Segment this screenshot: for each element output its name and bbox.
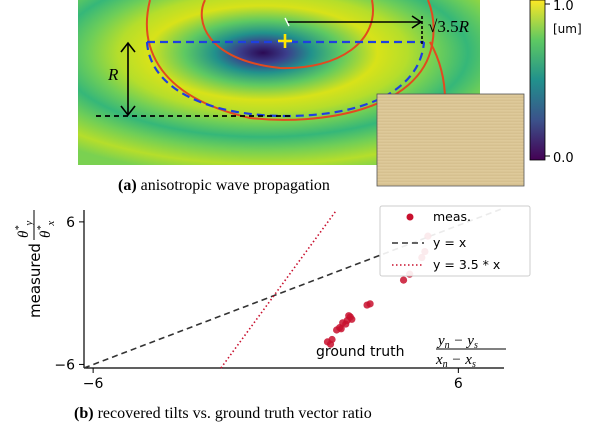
data-point <box>399 276 408 284</box>
caption-b: (b) recovered tilts vs. ground truth vec… <box>74 405 372 422</box>
colorbar <box>529 0 550 161</box>
ylabel-prefix: measured <box>26 243 44 318</box>
x-tick-label: −6 <box>83 376 104 392</box>
svg-text:θ*y: θ*y <box>14 221 35 238</box>
chart-axes <box>83 210 504 369</box>
y-tick-label: 6 <box>66 215 75 231</box>
wood-sample-inset <box>376 93 525 187</box>
source-marker <box>278 17 292 48</box>
radius-arrow <box>287 15 423 44</box>
xlabel-prefix: ground truth <box>316 344 404 360</box>
data-point <box>348 315 356 323</box>
data-point <box>337 325 345 333</box>
svg-text:θ*x: θ*x <box>36 221 57 238</box>
colorbar-max-label: 1.0 <box>553 0 574 14</box>
x-tick-label: 6 <box>454 376 463 392</box>
legend-label-identity: y = x <box>433 235 466 250</box>
data-point <box>366 300 374 308</box>
sqrt-label: √3.5R <box>428 17 470 36</box>
caption-a: (a) anisotropic wave propagation <box>118 177 330 194</box>
y-tick-label: −6 <box>54 357 75 373</box>
legend-label-fit: y = 3.5 * x <box>433 257 500 272</box>
xlabel-fraction: yn − ys xn − xs <box>435 333 506 370</box>
svg-text:yn − ys: yn − ys <box>436 333 478 351</box>
r-label: R <box>107 65 119 84</box>
legend-label-meas: meas. <box>433 209 471 224</box>
colorbar-min-label: 0.0 <box>553 151 574 166</box>
legend: meas. y = x y = 3.5 * x <box>379 205 531 277</box>
legend-swatch-meas <box>406 213 414 221</box>
data-point <box>328 335 336 344</box>
series-line-2 <box>220 209 338 369</box>
tick-labels: −6 6 −6 6 <box>54 215 463 392</box>
colorbar-unit: [um] <box>553 22 582 36</box>
ylabel-fraction: θ*y θ*x <box>14 210 57 240</box>
svg-text:xn − xs: xn − xs <box>435 352 476 370</box>
r-arrow <box>120 41 136 117</box>
